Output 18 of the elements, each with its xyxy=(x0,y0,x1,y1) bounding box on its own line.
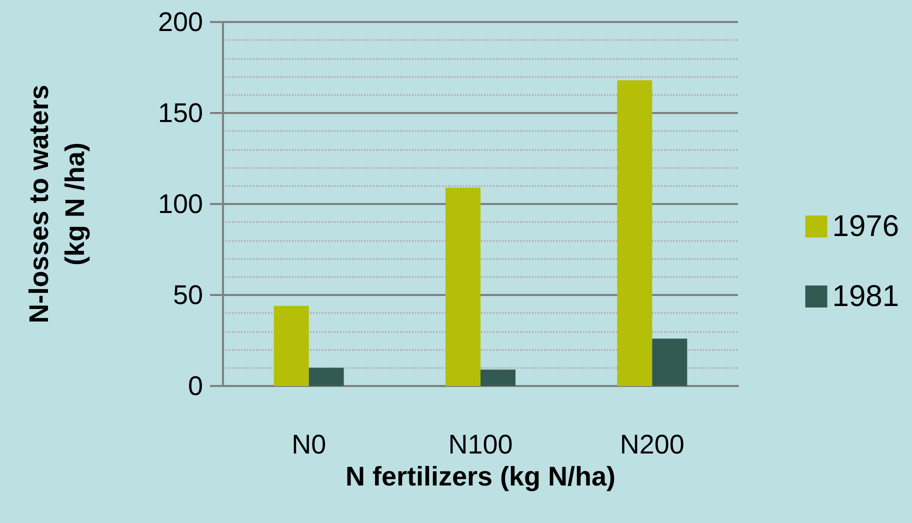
legend-label: 1981 xyxy=(832,280,900,313)
x-tick-label: N100 xyxy=(448,430,513,460)
x-axis-title: N fertilizers (kg N/ha) xyxy=(345,461,616,492)
bar xyxy=(652,338,688,386)
y-tick-label: 0 xyxy=(188,371,203,401)
bar xyxy=(446,188,480,386)
y-tick-label: 200 xyxy=(158,7,203,37)
x-tick-label: N200 xyxy=(620,430,684,460)
y-tick-label: 100 xyxy=(158,189,203,219)
x-tick-label: N0 xyxy=(292,430,326,460)
y-tick-label: 150 xyxy=(158,98,203,128)
legend-label: 1976 xyxy=(832,210,900,243)
bar xyxy=(480,370,516,386)
bar xyxy=(308,368,344,386)
bar xyxy=(617,80,652,386)
bar xyxy=(274,306,309,386)
y-axis-title: N-losses to waters (kg N /ha) xyxy=(24,84,90,324)
y-tick-label: 50 xyxy=(172,280,203,310)
